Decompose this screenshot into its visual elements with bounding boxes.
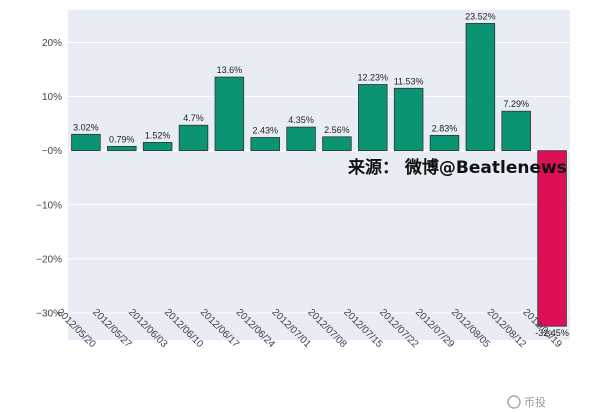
bar <box>71 133 101 152</box>
data-label: 0.79% <box>109 134 135 144</box>
y-tick-label: 10% <box>42 92 62 103</box>
bar <box>537 150 567 327</box>
bars <box>71 23 567 327</box>
bar <box>286 126 316 152</box>
y-tick-label: −10% <box>36 200 62 211</box>
y-tick-label: −30% <box>36 308 62 319</box>
bar <box>178 124 209 152</box>
data-label: 4.35% <box>288 115 314 125</box>
bar <box>250 137 280 152</box>
data-label: 12.23% <box>358 72 389 82</box>
data-label: 13.6% <box>217 65 243 75</box>
data-label: 2.43% <box>252 126 278 136</box>
corner-watermark: 币投 <box>507 395 546 409</box>
watermark-text: 币投 <box>524 395 546 409</box>
bar <box>107 145 137 152</box>
y-axis: 20% 10% −0% −10% −20% −30% <box>36 38 62 319</box>
data-label: 3.02% <box>73 122 99 132</box>
data-label: 1.52% <box>145 130 171 140</box>
bar <box>501 110 531 152</box>
data-label: 2.83% <box>432 123 458 133</box>
data-label: 2.56% <box>324 125 350 135</box>
bar <box>358 84 388 152</box>
source-annotation: 来源： 微博@Beatlenews <box>347 157 567 178</box>
data-label: 11.53% <box>394 76 424 86</box>
data-label: -32.45% <box>535 328 569 338</box>
bar <box>465 23 496 152</box>
data-labels: 3.02% 0.79% 1.52% 4.7% 13.6% 2.43% 4.35% 2.56% 1… <box>73 11 569 338</box>
y-tick-label: −0% <box>42 146 62 157</box>
bar <box>393 87 424 152</box>
bar <box>214 76 245 152</box>
y-tick-label: −20% <box>36 254 62 265</box>
bar <box>322 136 352 152</box>
data-label: 7.29% <box>503 99 529 109</box>
bar <box>142 142 173 152</box>
data-label: 4.7% <box>183 113 204 123</box>
bar <box>429 134 460 152</box>
wechat-icon <box>507 395 521 409</box>
data-label: 23.52% <box>465 11 496 21</box>
y-tick-label: 20% <box>42 38 62 49</box>
